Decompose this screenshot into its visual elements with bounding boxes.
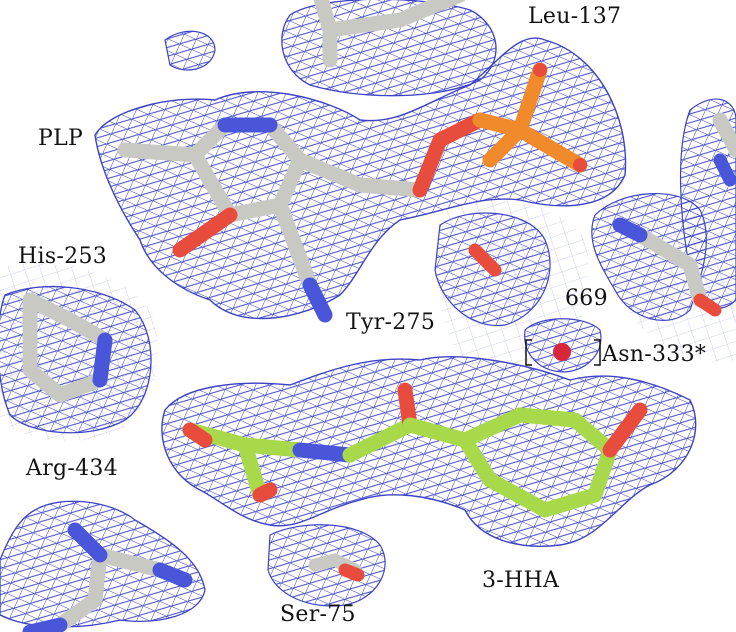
label-hha: 3-HHA bbox=[482, 570, 559, 592]
water669-sphere bbox=[553, 343, 571, 361]
label-ser75: Ser-75 bbox=[280, 604, 356, 626]
label-his253: His-253 bbox=[18, 246, 107, 268]
label-tyr275: Tyr-275 bbox=[346, 312, 435, 334]
label-leu137: Leu-137 bbox=[528, 6, 621, 28]
label-asn333: Asn-333* bbox=[602, 344, 706, 366]
label-water669: 669 bbox=[565, 288, 608, 310]
label-plp: PLP bbox=[38, 128, 83, 150]
label-arg434: Arg-434 bbox=[26, 458, 118, 480]
